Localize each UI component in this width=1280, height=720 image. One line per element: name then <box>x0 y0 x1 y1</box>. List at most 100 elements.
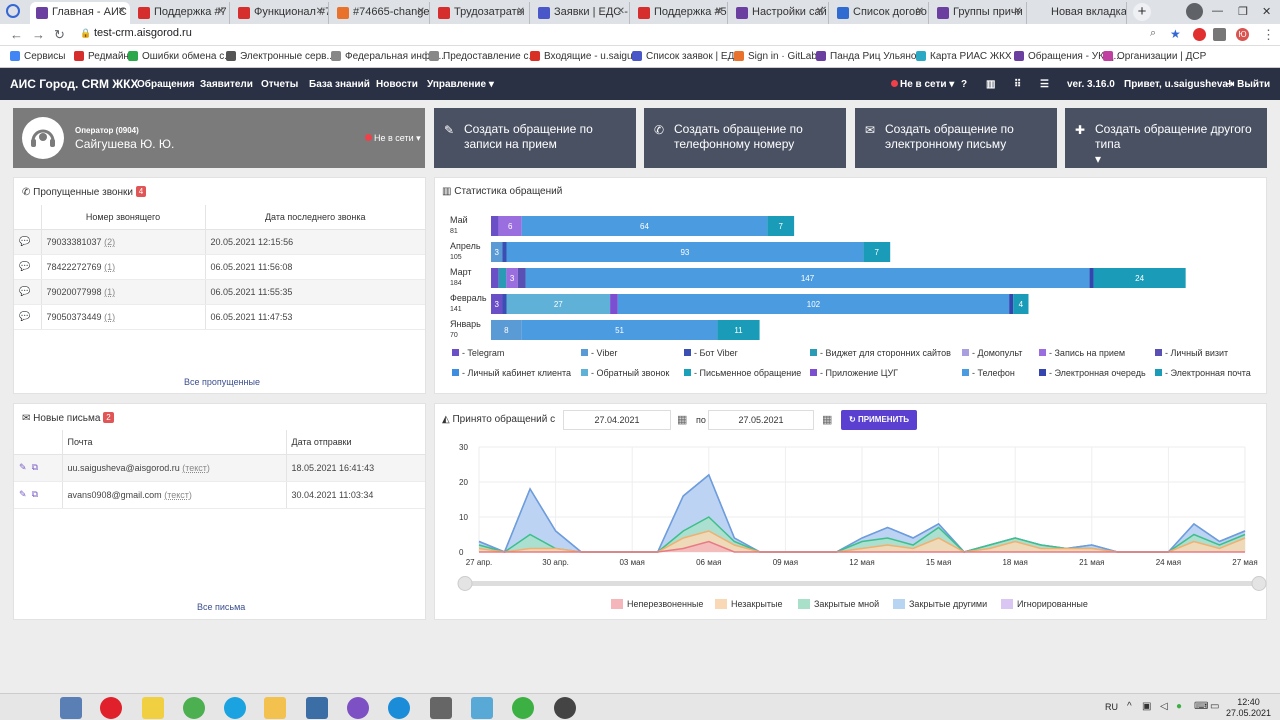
clock[interactable]: 12:40 27.05.2021 <box>1226 697 1271 719</box>
bar-segment[interactable] <box>502 242 507 262</box>
edge-icon[interactable] <box>388 697 410 719</box>
bookmark-item[interactable]: Карта РИАС ЖКХ <box>916 51 1012 62</box>
browser-tab[interactable]: Поддержка #7 ✕ <box>132 2 230 24</box>
brand-logo[interactable]: АИС Город. CRM ЖКХ <box>10 77 139 91</box>
legend-item[interactable]: Незакрытые <box>715 599 782 609</box>
edit-icon[interactable]: ✎ <box>19 489 27 499</box>
area-series[interactable] <box>479 531 1245 552</box>
opera-icon[interactable] <box>100 697 122 719</box>
bookmark-item[interactable]: Электронные серв... <box>226 51 335 62</box>
bar-segment[interactable] <box>1089 268 1094 288</box>
all-missed-link[interactable]: Все пропущенные <box>184 377 260 387</box>
date-to-input[interactable]: 27.05.2021 <box>708 410 814 430</box>
new-tab-button[interactable]: + <box>1133 3 1151 21</box>
text-link[interactable]: (текст) <box>164 489 192 500</box>
tab-search-icon[interactable] <box>6 4 20 18</box>
logout-button[interactable]: ⇥ Выйти <box>1226 79 1271 90</box>
bar-segment[interactable] <box>491 320 522 340</box>
opera-extension-icon[interactable] <box>1193 28 1206 41</box>
table-row[interactable]: 💬 79050373449 (1) 06.05.2021 11:47:53 <box>14 304 425 330</box>
browser-tab[interactable]: Группы причи ✕ <box>931 2 1027 24</box>
call-count-link[interactable]: (1) <box>104 286 116 297</box>
help-icon[interactable]: ? <box>961 79 968 90</box>
close-tab-icon[interactable]: ✕ <box>616 6 625 17</box>
bookmark-item[interactable]: Организации | ДСР <box>1103 51 1206 62</box>
reload-icon[interactable]: ↻ <box>54 27 65 42</box>
legend-item[interactable]: - Электронная очередь <box>1039 368 1146 378</box>
close-tab-icon[interactable]: ✕ <box>714 6 723 17</box>
operator-status-dropdown[interactable]: Не в сети ▾ <box>365 133 421 144</box>
legend-item[interactable]: - Запись на прием <box>1039 348 1125 358</box>
maximize-icon[interactable]: ❐ <box>1238 6 1248 18</box>
date-from-input[interactable]: 27.04.2021 <box>563 410 671 430</box>
table-row[interactable]: ✎ ⧉ uu.saigusheva@aisgorod.ru (текст) 18.0… <box>14 454 425 482</box>
bar-segment[interactable] <box>521 216 768 236</box>
range-slider-handle[interactable] <box>1251 576 1267 591</box>
call-count-link[interactable]: (1) <box>104 311 116 322</box>
back-icon[interactable]: ← <box>10 27 23 42</box>
bookmark-item[interactable]: Ошибки обмена с... <box>128 51 233 62</box>
bar-segment[interactable] <box>491 216 499 236</box>
notes-icon[interactable] <box>471 697 493 719</box>
bookmark-item[interactable]: Панда Риц Ульяно... <box>816 51 925 62</box>
external-link-icon[interactable]: ⧉ <box>31 462 38 472</box>
call-count-link[interactable]: (2) <box>104 236 116 247</box>
create-by-appointment-button[interactable]: ✎ Создать обращение по записи на прием <box>434 108 636 168</box>
battery-icon[interactable]: ▭ <box>1210 701 1220 712</box>
bar-segment[interactable] <box>506 268 518 288</box>
calendar-icon[interactable]: ▦ <box>822 414 833 426</box>
calculator-icon[interactable] <box>60 697 82 719</box>
bookmark-item[interactable]: Список заявок | ЕД... <box>632 51 743 62</box>
apply-button[interactable]: ↻ ПРИМЕНИТЬ <box>841 410 917 430</box>
zoom-icon[interactable]: ⌕ <box>1150 27 1157 39</box>
bar-segment[interactable] <box>498 216 522 236</box>
shield-icon[interactable]: ● <box>1176 701 1183 712</box>
chat-icon[interactable]: 💬 <box>14 254 42 280</box>
bar-segment[interactable] <box>1093 268 1186 288</box>
menu-dots-icon[interactable]: ⋮ <box>1262 27 1275 42</box>
bar-segment[interactable] <box>506 294 611 314</box>
create-by-email-button[interactable]: ✉ Создать обращение по электронному письм… <box>855 108 1057 168</box>
star-icon[interactable]: ★ <box>1170 27 1181 41</box>
chat-icon[interactable]: 💬 <box>14 279 42 305</box>
browser-tab[interactable]: Функционал #7 ✕ <box>232 2 329 24</box>
nav-baza-znaniy[interactable]: База знаний <box>309 79 370 90</box>
settings-sliders-icon[interactable]: ☰ <box>1040 79 1049 90</box>
forward-icon[interactable]: → <box>32 27 45 42</box>
bar-segment[interactable] <box>1009 294 1014 314</box>
legend-item[interactable]: - Бот Viber <box>684 348 738 358</box>
browser-tab[interactable]: Трудозатраты ✕ <box>432 2 530 24</box>
browser-tab[interactable]: Список догово ✕ <box>831 2 929 24</box>
legend-item[interactable]: Игнорированные <box>1001 599 1088 609</box>
area-series[interactable] <box>479 517 1245 552</box>
legend-item[interactable]: - Приложение ЦУГ <box>810 368 898 378</box>
green-app-icon[interactable] <box>512 697 534 719</box>
bar-segment[interactable] <box>502 294 507 314</box>
chat-icon[interactable]: 💬 <box>14 229 42 255</box>
legend-item[interactable]: - Виджет для сторонних сайтов <box>810 348 951 358</box>
browser-tab[interactable]: Заявки | ЕДС - ✕ <box>532 2 630 24</box>
chat-icon[interactable]: 💬 <box>14 304 42 330</box>
legend-item[interactable]: - Домопульт <box>962 348 1022 358</box>
close-tab-icon[interactable]: ✕ <box>216 6 225 17</box>
remote-desktop-icon[interactable] <box>306 697 328 719</box>
bookmark-item[interactable]: Редмайн <box>74 51 129 62</box>
legend-item[interactable]: - Личный визит <box>1155 348 1228 358</box>
network-icon[interactable]: ▣ <box>1142 701 1152 712</box>
bar-segment[interactable] <box>521 320 718 340</box>
explorer-icon[interactable] <box>264 697 286 719</box>
all-letters-link[interactable]: Все письма <box>197 602 246 612</box>
legend-item[interactable]: - Телефон <box>962 368 1015 378</box>
nav-zayaviteli[interactable]: Заявители <box>200 79 253 90</box>
bar-segment[interactable] <box>610 294 618 314</box>
close-tab-icon[interactable]: ✕ <box>915 6 924 17</box>
nav-obrascheniya[interactable]: Обращения <box>137 79 195 90</box>
status-dropdown[interactable]: Не в сети ▾ <box>891 79 954 90</box>
close-window-icon[interactable]: ✕ <box>1262 6 1272 18</box>
bar-segment[interactable] <box>506 242 864 262</box>
legend-item[interactable]: Закрытые мной <box>798 599 879 609</box>
language-indicator[interactable]: RU <box>1105 702 1118 712</box>
bookmark-item[interactable]: Sign in · GitLab <box>734 51 817 62</box>
browser-tab[interactable]: Поддержка #5 ✕ <box>632 2 728 24</box>
close-tab-icon[interactable]: ✕ <box>815 6 824 17</box>
